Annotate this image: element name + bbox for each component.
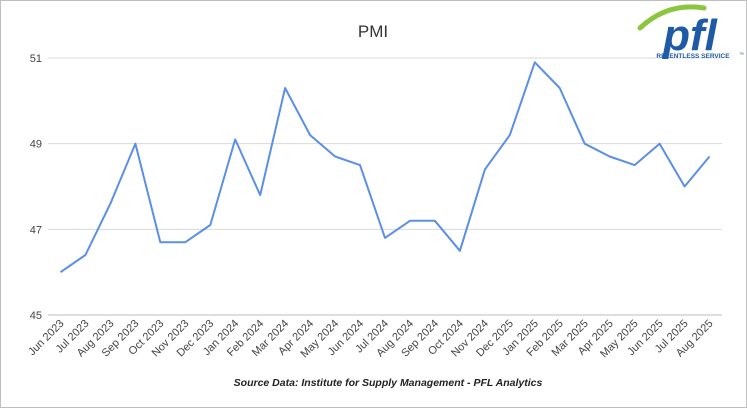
chart-title: PMI — [358, 22, 388, 41]
pfl-logo: pfl RELENTLESS SERVICE ™ — [637, 4, 744, 60]
y-tick-label: 47 — [30, 224, 42, 236]
gridlines — [48, 57, 722, 316]
y-tick-label: 45 — [30, 310, 42, 322]
logo-trademark: ™ — [739, 52, 744, 58]
y-axis-ticks: 45 47 49 51 — [30, 53, 42, 322]
y-tick-label: 51 — [30, 53, 42, 65]
source-note: Source Data: Institute for Supply Manage… — [234, 377, 543, 389]
pmi-series-line — [59, 61, 711, 274]
y-tick-label: 49 — [30, 139, 42, 151]
logo-tagline: RELENTLESS SERVICE — [656, 53, 730, 60]
logo-swoosh-icon — [637, 4, 707, 31]
logo-wordmark: pfl — [662, 11, 718, 60]
